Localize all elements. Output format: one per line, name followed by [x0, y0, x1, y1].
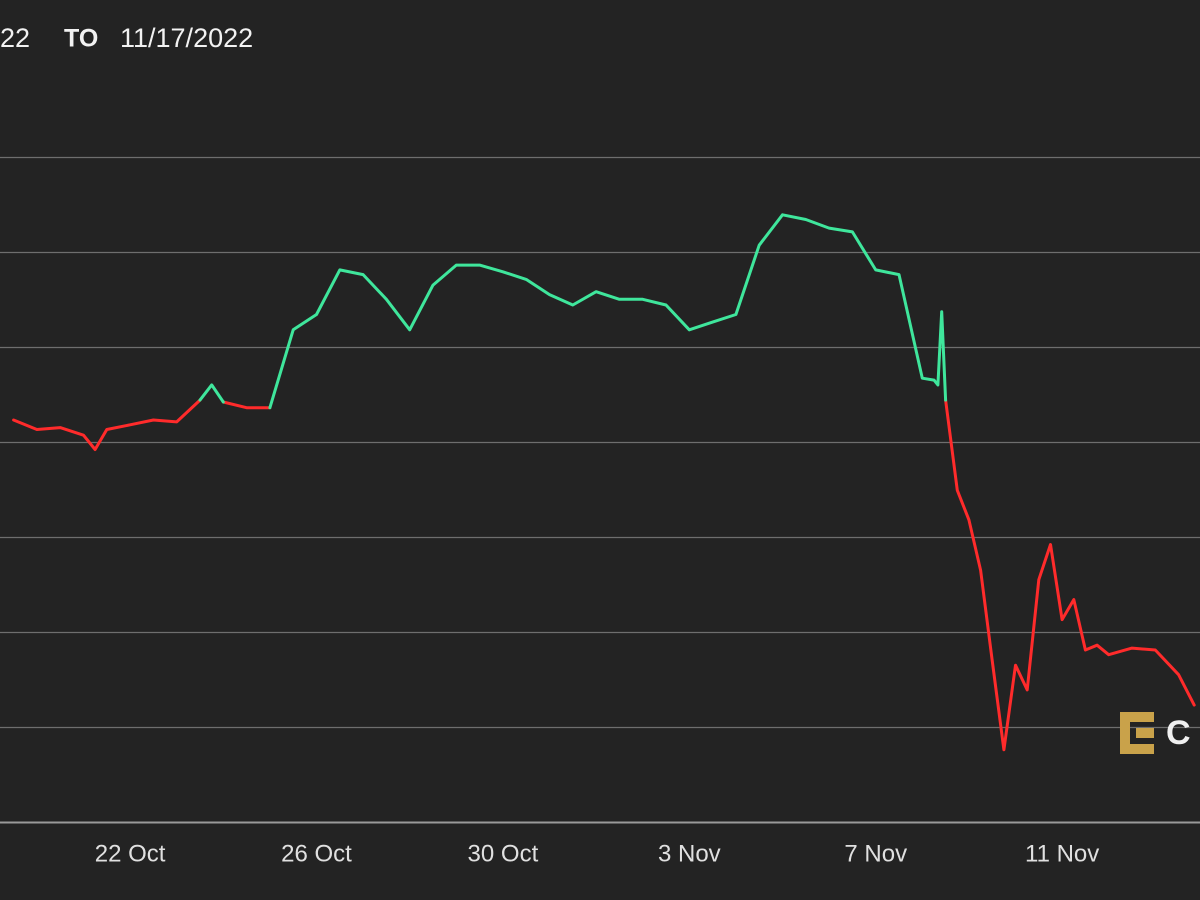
logo-icon — [1120, 712, 1154, 754]
x-tick-label: 30 Oct — [468, 840, 539, 867]
header-to: TO — [64, 25, 98, 53]
header-from: 22 — [0, 23, 30, 53]
lines — [12, 213, 1196, 752]
price-line — [12, 398, 1196, 752]
x-tick-label: 3 Nov — [658, 840, 721, 867]
x-tick-label: 11 Nov — [1025, 840, 1099, 867]
logo: C — [1120, 712, 1191, 754]
header: 22 TO 11/17/2022 — [0, 23, 253, 53]
grid — [0, 156, 1200, 824]
x-axis: 22 Oct 26 Oct 30 Oct 3 Nov 7 Nov 11 Nov — [95, 840, 1100, 867]
logo-text: C — [1166, 714, 1191, 752]
x-tick-label: 7 Nov — [844, 840, 907, 867]
header-date: 11/17/2022 — [120, 23, 253, 53]
x-tick-label: 22 Oct — [95, 840, 166, 867]
price-line — [198, 213, 948, 410]
x-tick-label: 26 Oct — [281, 840, 352, 867]
